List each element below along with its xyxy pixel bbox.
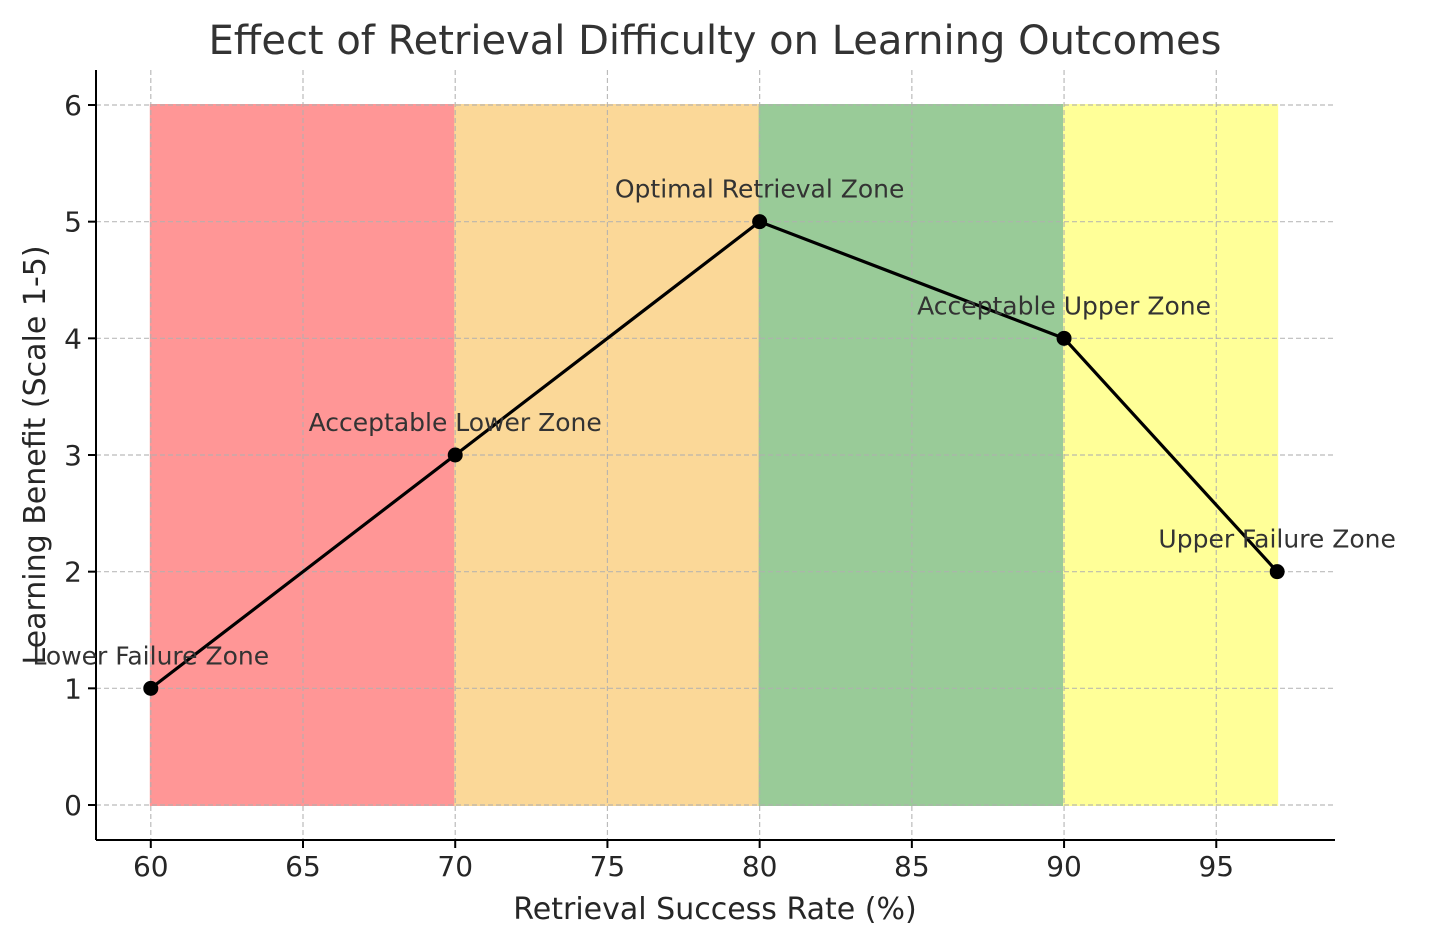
data-point bbox=[752, 214, 768, 230]
point-annotation: Acceptable Upper Zone bbox=[917, 291, 1211, 320]
grid-layer bbox=[96, 70, 1335, 840]
x-tick-label: 85 bbox=[894, 850, 930, 883]
y-tick-label: 0 bbox=[64, 789, 82, 822]
x-tick-label: 95 bbox=[1198, 850, 1234, 883]
series-layer bbox=[143, 214, 1285, 696]
data-point bbox=[1056, 330, 1072, 346]
y-tick-label: 1 bbox=[64, 672, 82, 705]
y-tick-label: 2 bbox=[64, 556, 82, 589]
x-tick-label: 60 bbox=[133, 850, 169, 883]
x-tick-label: 70 bbox=[437, 850, 473, 883]
x-tick-label: 65 bbox=[285, 850, 321, 883]
x-tick-label: 75 bbox=[590, 850, 626, 883]
y-tick-label: 3 bbox=[64, 439, 82, 472]
point-annotation: Acceptable Lower Zone bbox=[309, 408, 602, 437]
annotations-layer: Lower Failure Zone Acceptable Lower Zone O… bbox=[32, 175, 1395, 671]
point-annotation: Optimal Retrieval Zone bbox=[615, 175, 905, 204]
y-axis-label: Learning Benefit (Scale 1-5) bbox=[18, 245, 53, 664]
y-tick-label: 4 bbox=[64, 322, 82, 355]
x-axis-label: Retrieval Success Rate (%) bbox=[513, 892, 916, 927]
x-tick-label: 80 bbox=[742, 850, 778, 883]
point-annotation: Lower Failure Zone bbox=[32, 641, 269, 670]
data-point bbox=[447, 447, 463, 463]
point-annotation: Upper Failure Zone bbox=[1158, 525, 1396, 554]
x-tick-label: 90 bbox=[1046, 850, 1082, 883]
axes-layer: 60 65 70 75 80 85 90 95 0 1 2 3 4 5 6 bbox=[64, 70, 1335, 883]
y-tick-label: 5 bbox=[64, 206, 82, 239]
data-point bbox=[143, 680, 159, 696]
y-tick-label: 6 bbox=[64, 89, 82, 122]
chart-title: Effect of Retrieval Difficulty on Learni… bbox=[209, 18, 1222, 64]
data-point bbox=[1269, 564, 1285, 580]
